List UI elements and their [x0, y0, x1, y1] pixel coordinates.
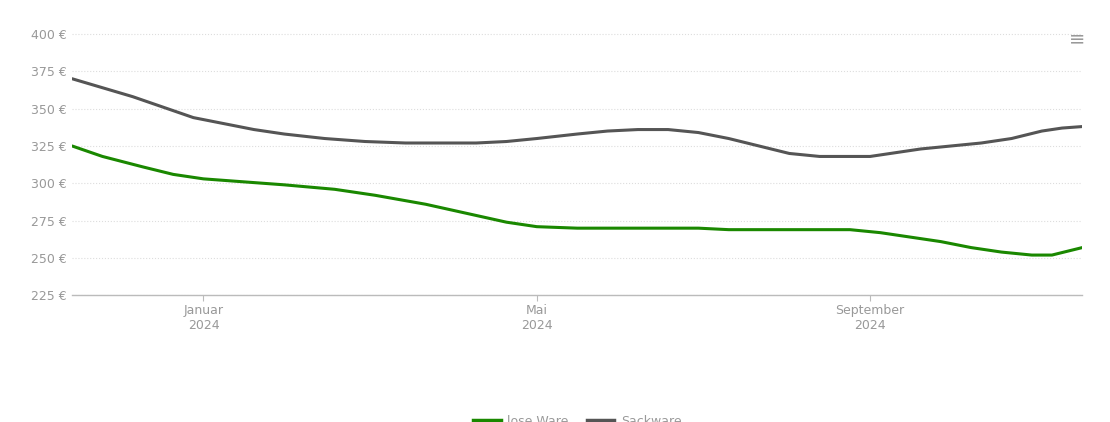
Legend: lose Ware, Sackware: lose Ware, Sackware — [468, 410, 686, 422]
Text: ≡: ≡ — [1069, 30, 1086, 49]
